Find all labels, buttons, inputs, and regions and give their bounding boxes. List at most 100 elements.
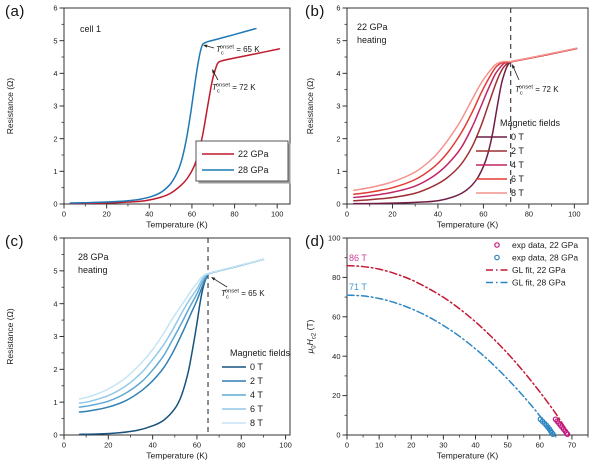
- x-tick-label: 20: [388, 210, 396, 219]
- x-tick-label: 0: [345, 210, 349, 219]
- x-tick-label: 50: [503, 441, 511, 450]
- y-tick-label: 6: [53, 234, 57, 243]
- y-tick-label: 0: [336, 200, 340, 209]
- panel-a: (a) 0 20 40 60 80 100 0 1 2 3 4 5 6 Temperature (K) Re…: [0, 0, 300, 230]
- legend-label: 28 GPa: [238, 165, 269, 175]
- x-tick-label: 60: [193, 441, 201, 450]
- y-axis-label: Resistance (Ω): [305, 78, 315, 135]
- y-tick-label: 3: [336, 102, 340, 111]
- x-tick-label: 30: [439, 441, 447, 450]
- series-exp data, 28 GPa: [537, 416, 556, 438]
- y-tick-label: 0: [336, 431, 340, 440]
- panel-c-plot: 0 20 40 60 80 100 0 1 2 3 4 5 6 Temperature (K) Resist…: [5, 234, 292, 461]
- annotation: Tconset = 65 K: [203, 45, 260, 57]
- x-tick-label: 0: [345, 441, 349, 450]
- y-tick-label: 4: [53, 69, 57, 78]
- x-axis-label: Temperature (K): [146, 451, 208, 461]
- series-exp data, 22 GPa: [552, 416, 571, 438]
- legend-label: exp data, 28 GPa: [512, 253, 578, 263]
- legend: Magnetic fields 0 T 2 T 4 T 6 T 8 T: [222, 348, 291, 428]
- legend-label: 4 T: [250, 390, 263, 400]
- y-tick-label: 2: [336, 134, 340, 143]
- series-GL fit, 22 GPa: [346, 264, 571, 436]
- legend-label: GL fit, 28 GPa: [512, 278, 566, 288]
- series: [353, 47, 578, 205]
- series-8 T: [78, 258, 265, 400]
- x-axis-label: Temperature (K): [437, 220, 499, 230]
- y-tick-label: 5: [336, 36, 340, 45]
- x-tick-label: 80: [525, 210, 533, 219]
- y-tick-label: 6: [336, 4, 340, 13]
- y-axis-label: Resistance (Ω): [5, 308, 15, 365]
- y-tick-label: 100: [328, 234, 341, 243]
- y-tick-label: 1: [53, 398, 57, 407]
- y-tick-label: 2: [53, 134, 57, 143]
- plot-note: heating: [357, 35, 387, 45]
- y-tick-label: 80: [332, 273, 340, 282]
- axes: 0 20 40 60 80 100 0 1 2 3 4 5 6 Temperature (K) Resist…: [305, 4, 589, 230]
- annotation: Tconset = 72 K: [512, 64, 559, 97]
- legend-label: 2 T: [511, 146, 524, 156]
- panel-label-c: (c): [5, 233, 24, 250]
- y-tick-label: 20: [332, 391, 340, 400]
- x-tick-label: 100: [568, 210, 581, 219]
- panel-label-d: (d): [305, 233, 325, 250]
- annotation-text: Tconset = 72 K: [515, 85, 559, 97]
- plot-note: 28 GPa: [78, 252, 109, 262]
- data-point: [550, 431, 556, 438]
- y-tick-label: 4: [53, 299, 57, 308]
- panel-d-plot: 0 10 20 30 40 50 60 70 0 20 40 60 80 100 Temperature (…: [305, 234, 589, 461]
- plot-note: 71 T: [349, 282, 367, 292]
- x-tick-label: 20: [407, 441, 415, 450]
- y-tick-label: 5: [53, 36, 57, 45]
- x-tick-label: 0: [62, 210, 66, 219]
- axes: 0 20 40 60 80 100 0 1 2 3 4 5 6 Temperature (K) Resist…: [5, 234, 292, 461]
- x-tick-label: 40: [471, 441, 479, 450]
- y-tick-label: 6: [53, 4, 57, 13]
- x-tick-label: 60: [188, 210, 196, 219]
- legend: exp data, 22 GPa exp data, 28 GPa GL fit, …: [486, 240, 578, 288]
- x-tick-label: 100: [279, 441, 292, 450]
- x-tick-label: 70: [568, 441, 576, 450]
- series-GL fit, 28 GPa: [346, 294, 555, 436]
- x-tick-label: 20: [104, 441, 112, 450]
- axes: 0 10 20 30 40 50 60 70 0 20 40 60 80 100 Temperature (…: [305, 234, 589, 461]
- y-tick-label: 1: [336, 167, 340, 176]
- legend-title: Magnetic fields: [230, 348, 291, 358]
- panel-d: (d) 0 10 20 30 40 50 60 70 0 20 40 60 80 100 Temperatu…: [300, 230, 600, 461]
- legend-label: 0 T: [511, 132, 524, 142]
- x-tick-label: 10: [375, 441, 383, 450]
- x-tick-label: 40: [148, 441, 156, 450]
- legend-label: exp data, 22 GPa: [512, 240, 578, 250]
- legend-label: 0 T: [250, 362, 263, 372]
- legend-label: 6 T: [250, 404, 263, 414]
- series: [78, 258, 265, 436]
- panel-label-a: (a): [5, 3, 25, 20]
- y-tick-label: 1: [53, 167, 57, 176]
- series: [346, 264, 571, 438]
- plot-note: cell 1: [80, 24, 101, 34]
- x-tick-label: 80: [237, 441, 245, 450]
- x-tick-label: 0: [62, 441, 66, 450]
- plot-note: 86 T: [349, 253, 367, 263]
- panel-label-b: (b): [305, 3, 325, 20]
- x-tick-label: 60: [536, 441, 544, 450]
- annotation-text: Tconset = 65 K: [221, 289, 265, 301]
- x-tick-label: 80: [230, 210, 238, 219]
- axes: 0 20 40 60 80 100 0 1 2 3 4 5 6 Temperature (K) Resist…: [5, 4, 291, 230]
- legend-label: 8 T: [250, 418, 263, 428]
- legend-label: 2 T: [250, 376, 263, 386]
- y-axis-label: μ0Hc2 (T): [305, 319, 318, 354]
- x-tick-label: 100: [271, 210, 284, 219]
- y-tick-label: 40: [332, 352, 340, 361]
- legend-label: GL fit, 22 GPa: [512, 265, 566, 275]
- legend-label: 22 GPa: [238, 149, 269, 159]
- legend: 22 GPa 28 GPa: [195, 140, 291, 184]
- legend-marker: [494, 254, 500, 261]
- y-tick-label: 0: [53, 200, 57, 209]
- plot-note: heating: [78, 265, 108, 275]
- x-tick-label: 40: [434, 210, 442, 219]
- plot-note: 22 GPa: [357, 22, 388, 32]
- y-axis-label: Resistance (Ω): [5, 78, 15, 135]
